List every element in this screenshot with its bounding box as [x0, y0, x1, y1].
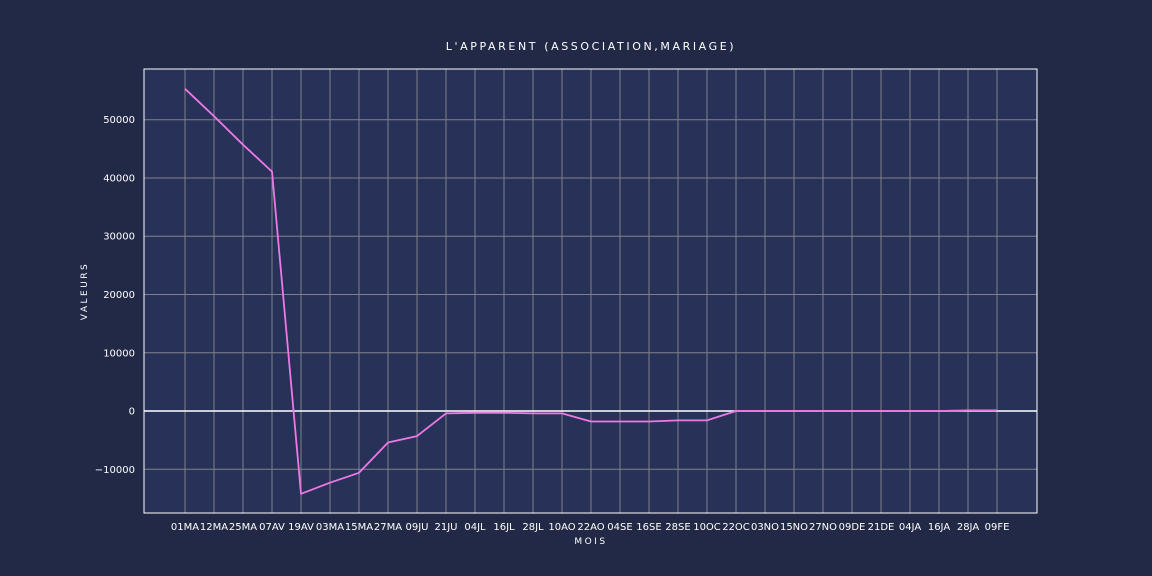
- x-tick-label: 12MA: [200, 522, 228, 533]
- y-tick-labels: −10000 0 10000 20000 30000 40000 50000: [95, 115, 135, 476]
- x-tick-label: 03NO: [751, 522, 779, 533]
- y-tick-label: 0: [129, 407, 135, 418]
- x-tick-label: 16JL: [493, 522, 515, 533]
- x-tick-label: 09FE: [985, 522, 1010, 533]
- x-tick-label: 21JU: [435, 522, 458, 533]
- x-tick-label: 04JL: [464, 522, 486, 533]
- y-tick-label: −10000: [95, 465, 135, 476]
- x-tick-label: 25MA: [229, 522, 257, 533]
- x-tick-label: 16JA: [928, 522, 950, 533]
- x-tick-labels: 01MA 12MA 25MA 07AV 19AV 03MA 15MA 27MA 09JU 21JU…: [171, 522, 1010, 533]
- x-tick-label: 09DE: [839, 522, 866, 533]
- x-tick-label: 16SE: [636, 522, 661, 533]
- x-tick-label: 22AO: [577, 522, 604, 533]
- series-group: [184, 88, 997, 495]
- x-tick-label: 21DE: [868, 522, 895, 533]
- x-tick-label: 09JU: [406, 522, 429, 533]
- x-tick-label: 01MA: [171, 522, 199, 533]
- x-gridlines: [184, 69, 998, 513]
- x-tick-label: 10OC: [693, 522, 721, 533]
- y-tick-label: 30000: [103, 232, 135, 243]
- x-tick-label: 19AV: [288, 522, 314, 533]
- x-tick-label: 04SE: [607, 522, 632, 533]
- x-tick-label: 27MA: [374, 522, 402, 533]
- x-tick-label: 04JA: [899, 522, 921, 533]
- x-axis-label: MOIS: [574, 537, 607, 547]
- x-tick-label: 27NO: [809, 522, 837, 533]
- y-tick-label: 20000: [103, 290, 135, 301]
- y-tick-label: 50000: [103, 115, 135, 126]
- x-tick-label: 22OC: [722, 522, 750, 533]
- x-tick-label: 15MA: [345, 522, 373, 533]
- chart-title: L'APPARENT (ASSOCIATION,MARIAGE): [446, 40, 736, 53]
- y-axis-label: VALEURS: [80, 262, 90, 321]
- x-tick-label: 28SE: [665, 522, 690, 533]
- series-line: [184, 88, 997, 495]
- plot-frame: [143, 68, 1038, 514]
- y-tick-label: 40000: [103, 173, 135, 184]
- y-tick-label: 10000: [103, 348, 135, 359]
- x-tick-label: 03MA: [316, 522, 344, 533]
- x-tick-label: 15NO: [780, 522, 808, 533]
- x-tick-label: 10AO: [548, 522, 575, 533]
- x-tick-label: 28JA: [957, 522, 979, 533]
- x-tick-label: 28JL: [522, 522, 544, 533]
- x-tick-label: 07AV: [259, 522, 285, 533]
